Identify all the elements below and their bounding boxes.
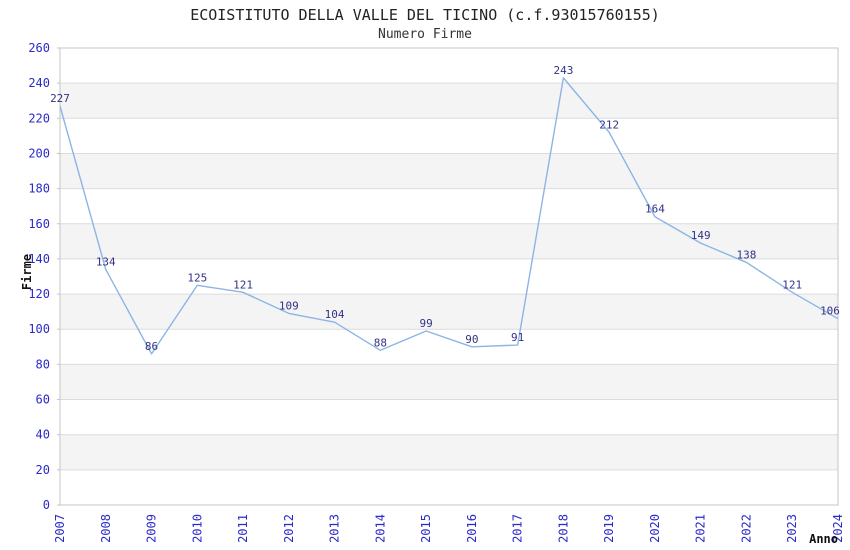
y-tick-label: 200 [28, 146, 50, 160]
x-tick-label: 2010 [190, 514, 204, 543]
y-tick-label: 240 [28, 76, 50, 90]
x-tick-label: 2014 [373, 514, 387, 543]
y-tick-label: 260 [28, 41, 50, 55]
x-tick-label: 2011 [236, 514, 250, 543]
y-tick-label: 20 [36, 463, 50, 477]
data-label: 212 [599, 118, 619, 131]
y-tick-label: 160 [28, 217, 50, 231]
y-tick-label: 140 [28, 252, 50, 266]
x-tick-label: 2015 [419, 514, 433, 543]
data-label: 125 [187, 271, 207, 284]
data-label: 121 [782, 278, 802, 291]
x-tick-label: 2012 [282, 514, 296, 543]
data-label: 134 [96, 255, 116, 268]
data-label: 90 [465, 333, 478, 346]
data-label: 88 [374, 336, 387, 349]
data-label: 149 [691, 229, 711, 242]
x-tick-label: 2021 [694, 514, 708, 543]
series-line [59, 77, 839, 355]
x-tick-label: 2023 [785, 514, 799, 543]
y-tick-label: 0 [43, 498, 50, 512]
data-label: 227 [50, 92, 70, 105]
x-tick-label: 2013 [328, 514, 342, 543]
plot-band [60, 83, 838, 119]
data-label: 243 [553, 64, 573, 77]
x-tick-label: 2009 [145, 514, 159, 543]
chart-subtitle: Numero Firme [378, 27, 472, 42]
x-tick-label: 2024 [831, 514, 845, 543]
y-tick-label: 40 [36, 428, 50, 442]
y-tick-label: 80 [36, 357, 50, 371]
data-label: 91 [511, 331, 524, 344]
data-label: 121 [233, 278, 253, 291]
x-tick-label: 2022 [739, 514, 753, 543]
data-label: 164 [645, 203, 665, 216]
data-label: 86 [145, 340, 158, 353]
plot-border [59, 47, 839, 506]
y-axis-title: Firme [20, 254, 34, 290]
x-tick-label: 2008 [99, 514, 113, 543]
x-tick-label: 2007 [53, 514, 67, 543]
data-label: 99 [419, 317, 432, 330]
x-tick-label: 2016 [465, 514, 479, 543]
plot-band [60, 294, 838, 330]
plot-band [60, 223, 838, 259]
x-tick-label: 2017 [511, 514, 525, 543]
y-tick-label: 60 [36, 393, 50, 407]
plot-band [60, 153, 838, 189]
data-label: 109 [279, 299, 299, 312]
x-tick-label: 2018 [556, 514, 570, 543]
y-tick-label: 180 [28, 182, 50, 196]
plot-band [60, 364, 838, 400]
x-tick-label: 2020 [648, 514, 662, 543]
plot-band [60, 434, 838, 470]
x-axis-title: Anno [809, 532, 838, 546]
data-label: 106 [820, 305, 840, 318]
y-tick-label: 120 [28, 287, 50, 301]
y-tick-label: 220 [28, 111, 50, 125]
x-tick-label: 2019 [602, 514, 616, 543]
y-tick-label: 100 [28, 322, 50, 336]
data-label: 104 [325, 308, 345, 321]
data-label: 138 [737, 248, 757, 261]
chart-title: ECOISTITUTO DELLA VALLE DEL TICINO (c.f.… [190, 6, 660, 24]
